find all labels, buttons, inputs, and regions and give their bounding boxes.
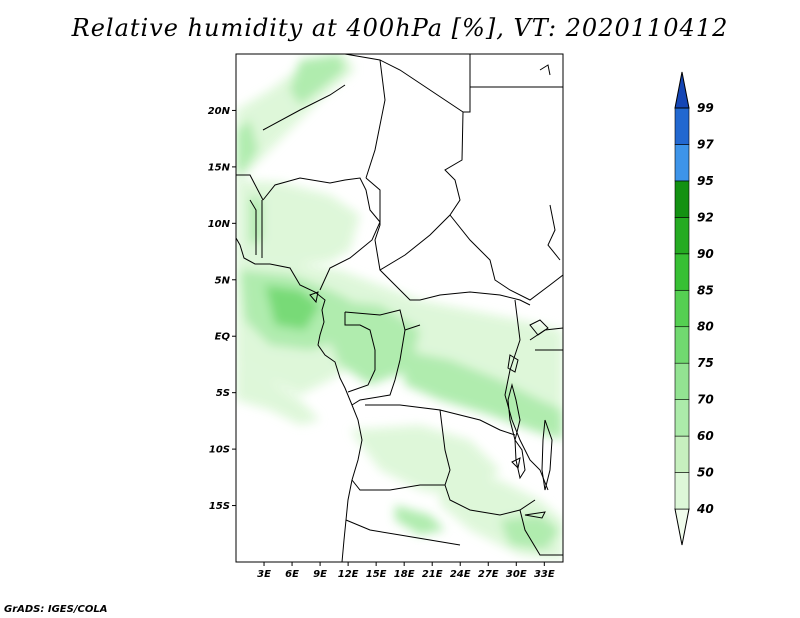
x-tick-label: 12E — [338, 569, 359, 580]
x-tick-label: 21E — [422, 569, 443, 580]
x-tick-label: 3E — [257, 569, 271, 580]
y-tick-label: 10N — [208, 219, 231, 230]
y-tick-label: 5S — [216, 388, 230, 399]
y-tick-label: 15S — [209, 501, 230, 512]
x-tick-label: 9E — [313, 569, 327, 580]
credit-label: GrADS: IGES/COLA — [4, 604, 108, 615]
y-tick-label: 20N — [208, 106, 231, 117]
humidity-shading — [236, 54, 563, 560]
y-tick-label: 15N — [208, 162, 231, 173]
x-axis-ticks: 3E 6E 9E 12E 15E 18E 21E 24E 27E 30E 33E — [257, 562, 555, 580]
x-tick-label: 30E — [506, 569, 527, 580]
x-tick-label: 24E — [450, 569, 471, 580]
country-borders — [236, 54, 563, 562]
y-tick-label: EQ — [215, 332, 231, 343]
x-tick-label: 18E — [394, 569, 415, 580]
x-tick-label: 15E — [366, 569, 387, 580]
x-tick-label: 33E — [534, 569, 555, 580]
y-axis-ticks: 20N 15N 10N 5N EQ 5S 10S 15S — [208, 106, 236, 512]
map-frame — [235, 53, 564, 563]
x-tick-label: 6E — [285, 569, 299, 580]
map-title: Relative humidity at 400hPa [%], VT: 202… — [71, 14, 729, 42]
x-tick-label: 27E — [478, 569, 499, 580]
y-tick-label: 10S — [209, 445, 230, 456]
y-tick-label: 5N — [215, 275, 231, 286]
